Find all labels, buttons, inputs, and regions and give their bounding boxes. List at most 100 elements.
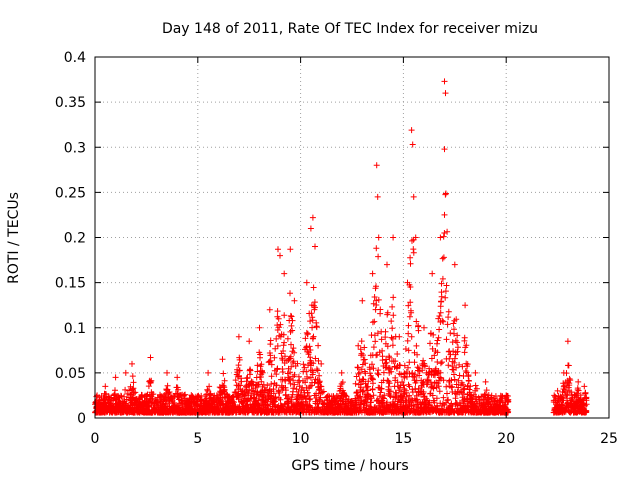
data-point [356,369,363,376]
data-point [447,330,454,337]
axis-ticks: 0 5 10 15 20 25 0 0.05 0.1 0.15 0.2 0.25 0.3 0.35 0.4 [55,50,618,447]
y-tick-label: 0.05 [55,366,86,382]
data-point [122,386,129,393]
data-point [277,396,284,403]
data-point [461,385,468,392]
data-point [464,361,471,368]
data-point [288,363,295,370]
data-point [274,343,281,349]
data-point [315,342,322,349]
data-point [307,318,314,325]
data-point [273,371,280,378]
data-point [272,345,279,352]
data-point [429,270,436,277]
x-tick-label: 25 [600,431,618,447]
data-point [564,391,571,398]
data-point [259,369,266,376]
data-point [410,193,417,200]
data-point [307,347,314,353]
data-point [405,330,412,337]
x-tick-label: 10 [292,431,310,447]
data-point [268,381,275,387]
data-point [180,393,187,399]
data-point [577,392,584,399]
data-point [444,397,451,404]
data-point [461,334,468,341]
data-point [440,394,447,401]
data-point [102,383,109,390]
data-point [365,378,372,385]
data-point [310,333,317,340]
data-point [310,360,317,367]
data-point [290,385,297,392]
data-point [182,391,189,398]
data-point [445,308,452,315]
data-point [131,390,138,397]
data-point [307,225,314,232]
data-point [442,90,449,97]
data-point [473,385,480,392]
data-point [439,255,446,262]
data-point [318,360,325,367]
data-point [375,234,382,241]
data-point [365,383,371,390]
x-tick-label: 15 [394,431,412,447]
data-point [371,294,378,300]
data-point [355,364,362,371]
data-point [267,352,274,359]
data-point [290,358,297,365]
data-point [279,369,286,375]
data-point [406,359,413,366]
data-point [147,354,154,361]
data-point [360,352,366,359]
data-point [386,354,393,361]
data-point [148,377,155,384]
data-point [406,383,413,390]
data-point [236,367,243,374]
data-point [448,377,455,384]
data-point [219,356,226,363]
data-point [392,374,399,381]
data-point [583,394,590,401]
data-point [112,374,119,381]
data-point [434,337,441,344]
data-point [462,368,469,374]
data-point [442,190,449,197]
y-axis-label: ROTI / TECUs [6,192,22,284]
data-point [440,377,447,384]
data-point [406,392,413,399]
data-point [563,392,570,399]
data-point [436,313,443,319]
data-point [398,371,404,378]
data-point [220,382,227,389]
data-point [288,313,295,320]
data-point [372,338,379,345]
data-point [117,392,124,399]
data-point [316,397,323,404]
data-point [440,233,447,240]
data-point [112,387,118,394]
data-point [270,390,277,397]
data-point [418,384,425,391]
y-tick-label: 0.2 [64,231,86,247]
data-point [408,333,415,340]
data-point [388,334,395,341]
data-point [390,312,397,319]
data-point [439,400,446,407]
y-tick-label: 0.4 [64,50,86,66]
data-point [277,252,283,259]
data-point [447,351,454,358]
data-point [408,127,415,134]
data-point [238,378,245,385]
data-point [505,408,512,415]
data-point [313,324,320,331]
data-point [560,369,567,376]
data-point [369,319,376,326]
data-point [444,390,450,397]
y-tick-label: 0.3 [64,140,86,156]
data-point [276,324,283,331]
data-point [386,353,392,360]
data-point [244,375,251,382]
data-point [380,369,387,376]
data-point [450,320,457,327]
